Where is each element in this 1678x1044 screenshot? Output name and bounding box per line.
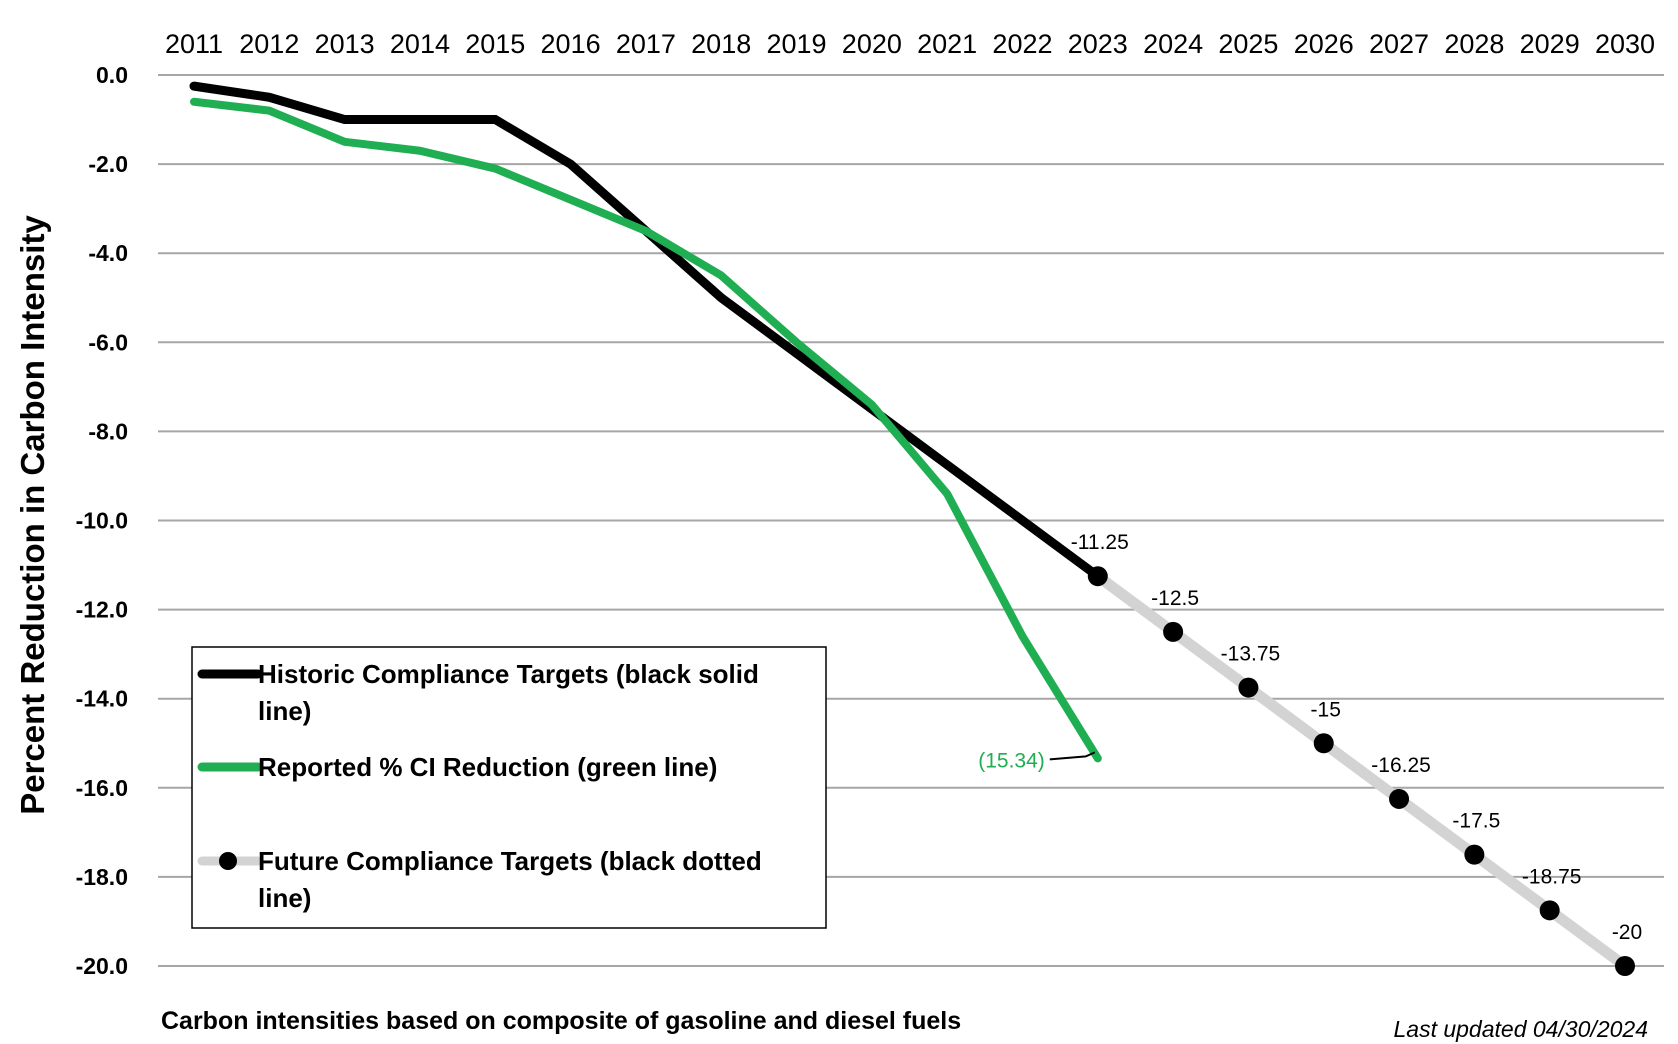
- x-tick-label: 2015: [465, 29, 525, 59]
- annotation-leader: [1049, 751, 1096, 761]
- legend-marker-future: [219, 852, 237, 870]
- x-tick-label: 2011: [165, 29, 223, 59]
- legend-label-future-line1: Future Compliance Targets (black dotted: [258, 846, 762, 876]
- y-tick-label: -20.0: [76, 953, 128, 979]
- grid-lines: [158, 74, 1664, 967]
- x-tick-label: 2016: [541, 29, 601, 59]
- data-label: -16.25: [1371, 754, 1431, 777]
- series-reported-line: [190, 97, 1102, 763]
- legend-label-reported: Reported % CI Reduction (green line): [258, 752, 717, 782]
- series-group: [189, 81, 1635, 976]
- y-tick-label: -16.0: [76, 775, 128, 801]
- legend-label-historic-line2: line): [258, 696, 311, 726]
- legend-label-historic-line1: Historic Compliance Targets (black solid: [258, 659, 759, 689]
- data-label: -18.75: [1522, 865, 1582, 888]
- y-tick-label: -2.0: [88, 151, 128, 177]
- x-tick-label: 2021: [917, 29, 977, 59]
- series-future-point: [1313, 733, 1334, 754]
- x-tick-label: 2012: [239, 29, 299, 59]
- data-label: -11.25: [1071, 531, 1129, 554]
- x-tick-label: 2022: [992, 29, 1052, 59]
- annotation-label: (15.34): [978, 749, 1045, 772]
- y-axis-label: Percent Reduction in Carbon Intensity: [14, 215, 51, 815]
- series-future-point: [1615, 956, 1635, 976]
- legend-box: [191, 646, 827, 929]
- data-labels: -11.25 -12.5 -13.75 -15 -16.25 -17.5 -18.75 -20: [1071, 531, 1642, 944]
- x-tick-label: 2023: [1068, 29, 1128, 59]
- data-label: -17.5: [1452, 810, 1500, 833]
- x-tick-label: 2013: [315, 29, 375, 59]
- series-future-point: [1389, 788, 1410, 809]
- legend: Historic Compliance Targets (black solid…: [191, 646, 827, 929]
- x-tick-label: 2024: [1143, 29, 1203, 59]
- series-future-point: [1087, 566, 1108, 587]
- y-tick-label: -6.0: [88, 329, 128, 355]
- x-tick-label: 2028: [1444, 29, 1504, 59]
- x-tick-label: 2030: [1595, 29, 1655, 59]
- x-tick-label: 2025: [1218, 29, 1278, 59]
- data-label: -13.75: [1221, 643, 1281, 666]
- y-tick-label: -18.0: [76, 864, 128, 890]
- data-label: -20: [1612, 921, 1642, 944]
- x-tick-label: 2029: [1520, 29, 1580, 59]
- x-tick-label: 2026: [1294, 29, 1354, 59]
- y-tick-label: -8.0: [88, 418, 128, 444]
- x-tick-label: 2017: [616, 29, 676, 59]
- last-updated: Last updated 04/30/2024: [1393, 1016, 1648, 1042]
- series-historic-line: [189, 81, 1103, 581]
- series-future-point: [1539, 900, 1560, 921]
- data-label: -12.5: [1151, 587, 1199, 610]
- annotation-group: (15.34): [978, 749, 1096, 772]
- data-label: -15: [1311, 698, 1341, 721]
- x-axis-ticks: 2011 2012 2013 2014 2015 2016 2017 2018 2019 2020…: [165, 29, 1655, 59]
- x-tick-label: 2027: [1369, 29, 1429, 59]
- x-tick-label: 2014: [390, 29, 450, 59]
- legend-label-future-line2: line): [258, 883, 311, 913]
- y-tick-label: 0.0: [96, 62, 128, 88]
- y-axis-ticks: 0.0 -2.0 -4.0 -6.0 -8.0 -10.0 -12.0 -14.0 -16.0 -…: [76, 62, 128, 979]
- x-tick-label: 2020: [842, 29, 902, 59]
- y-tick-label: -14.0: [76, 686, 128, 712]
- y-tick-label: -12.0: [76, 597, 128, 623]
- y-tick-label: -4.0: [88, 240, 128, 266]
- series-future-point: [1464, 844, 1485, 865]
- series-future-point: [1238, 677, 1259, 698]
- y-tick-label: -10.0: [76, 508, 128, 534]
- x-tick-label: 2019: [766, 29, 826, 59]
- x-tick-label: 2018: [691, 29, 751, 59]
- series-future-line: [1092, 570, 1631, 972]
- footnote: Carbon intensities based on composite of…: [161, 1007, 961, 1035]
- series-future-point: [1163, 621, 1184, 642]
